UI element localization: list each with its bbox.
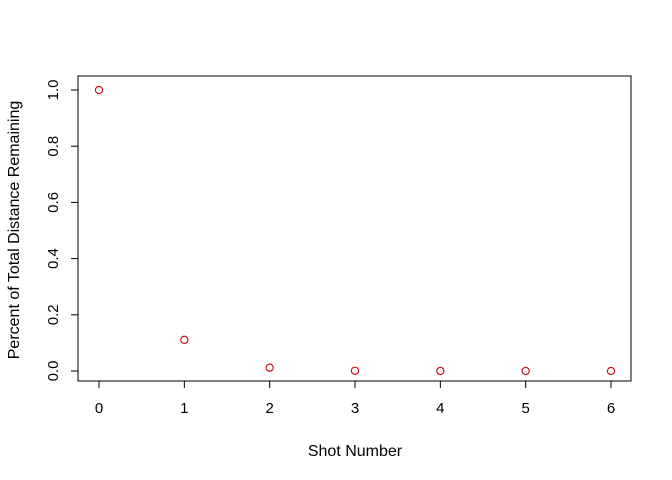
y-tick-label: 0.0: [45, 361, 62, 382]
x-tick-label: 6: [607, 400, 615, 417]
data-point: [521, 366, 530, 376]
data-point: [94, 85, 104, 95]
y-tick-label: 0.2: [45, 304, 62, 325]
plot-frame: [77, 75, 632, 382]
x-tick-label: 5: [521, 400, 529, 417]
data-point: [265, 363, 274, 372]
x-tick-label: 1: [180, 400, 188, 417]
y-tick-label: 0.8: [45, 136, 62, 157]
y-tick-label: 0.6: [45, 192, 62, 213]
data-point: [606, 366, 616, 376]
data-point: [180, 335, 189, 344]
data-point: [436, 366, 445, 376]
data-points: [94, 85, 616, 376]
y-axis-title: Percent of Total Distance Remaining: [6, 101, 23, 360]
y-axis: 0.0 0.2 0.4 0.6 0.8 1.0: [45, 80, 79, 382]
data-point: [350, 366, 360, 375]
x-tick-label: 3: [351, 400, 359, 417]
x-axis: 0 1 2 3 4 5 6: [95, 380, 615, 417]
x-tick-label: 4: [436, 400, 444, 417]
y-tick-label: 1.0: [45, 80, 62, 101]
y-tick-label: 0.4: [45, 248, 62, 269]
x-tick-label: 2: [265, 400, 273, 417]
x-axis-title: Shot Number: [308, 443, 403, 460]
x-tick-label: 0: [95, 400, 103, 417]
